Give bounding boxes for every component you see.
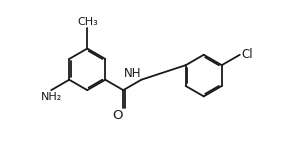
- Text: Cl: Cl: [242, 48, 253, 61]
- Text: CH₃: CH₃: [77, 17, 98, 27]
- Text: NH₂: NH₂: [41, 92, 62, 102]
- Text: NH: NH: [124, 67, 141, 80]
- Text: O: O: [112, 109, 122, 122]
